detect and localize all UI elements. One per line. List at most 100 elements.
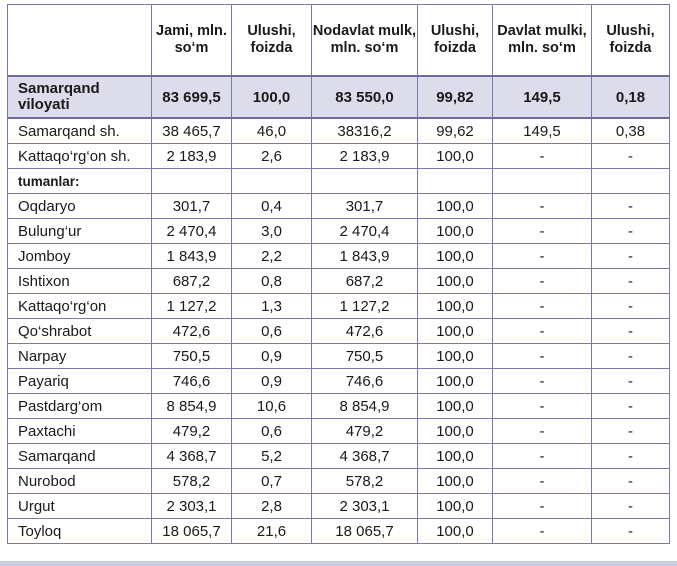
table-row: Toyloq 18 065,7 21,6 18 065,7 100,0- - — [7, 518, 670, 544]
city-name: Samarqand sh. — [7, 117, 152, 144]
cell-private-property: 2 470,4 — [311, 218, 418, 244]
table-row: Kattaqo‘rg‘on 1 127,2 1,3 1 127,2 100,0- - — [7, 293, 670, 319]
cell-state-share: - — [591, 193, 670, 219]
cell-state-property: - — [492, 218, 592, 244]
cell-total-share: 0,9 — [231, 368, 312, 394]
cell-state-property: - — [492, 418, 592, 444]
cell-private-property: 83 550,0 — [311, 75, 418, 119]
cell-total-share: 2,2 — [231, 243, 312, 269]
cell-state-share: - — [591, 293, 670, 319]
district-name: Pastdarg‘om — [7, 393, 152, 419]
table-row: Samarqand 4 368,7 5,2 4 368,7 100,0- - — [7, 443, 670, 469]
district-name: Samarqand — [7, 443, 152, 469]
cell-private-property: 750,5 — [311, 343, 418, 369]
cell-private-share: 100,0 — [417, 243, 493, 269]
cell-total-share: 0,9 — [231, 343, 312, 369]
cell-total-amount: 83 699,5 — [151, 75, 232, 119]
cell-total-amount: 479,2 — [151, 418, 232, 444]
cell-total-amount: 1 843,9 — [151, 243, 232, 269]
cell-private-property: 8 854,9 — [311, 393, 418, 419]
district-name: Nurobod — [7, 468, 152, 494]
cell-private-property: 18 065,7 — [311, 518, 418, 544]
cell-state-share: - — [591, 218, 670, 244]
header-private-property: Nodavlat mulk, mln. so‘m — [311, 4, 418, 77]
table-row: Nurobod 578,2 0,7 578,2 100,0- - — [7, 468, 670, 494]
cell-state-property: - — [492, 493, 592, 519]
total-row: Samarqand viloyati 83 699,5 100,0 83 550… — [7, 75, 670, 119]
cell-total-amount: 4 368,7 — [151, 443, 232, 469]
table-row: Pastdarg‘om 8 854,9 10,6 8 854,9 100,0- - — [7, 393, 670, 419]
district-name: Ishtixon — [7, 268, 152, 294]
cell-state-property: 149,5 — [492, 75, 592, 119]
header-state-property: Davlat mulki, mln. so‘m — [492, 4, 592, 77]
cell-private-share: 100,0 — [417, 143, 493, 169]
cell-private-property: 746,6 — [311, 368, 418, 394]
cell-private-share: 99,82 — [417, 75, 493, 119]
cell-state-share: - — [591, 468, 670, 494]
district-name: Toyloq — [7, 518, 152, 544]
cell-total-amount: 578,2 — [151, 468, 232, 494]
table-row: Samarqand sh. 38 465,7 46,0 38316,2 99,6… — [7, 117, 670, 144]
cell-state-share: - — [591, 443, 670, 469]
cell-private-property: 2 183,9 — [311, 143, 418, 169]
cell-total-amount: 8 854,9 — [151, 393, 232, 419]
cell-state-share: - — [591, 393, 670, 419]
cell-total-share: 46,0 — [231, 117, 312, 144]
cell-state-share: - — [591, 418, 670, 444]
cell-private-share: 100,0 — [417, 268, 493, 294]
cell-private-share: 100,0 — [417, 468, 493, 494]
cell-private-property: 1 843,9 — [311, 243, 418, 269]
cell-private-share: 100,0 — [417, 418, 493, 444]
table-row: Jomboy 1 843,9 2,2 1 843,9 100,0- - — [7, 243, 670, 269]
cell-total-share: 0,6 — [231, 418, 312, 444]
cell-state-property: 149,5 — [492, 117, 592, 144]
cell-state-share: 0,18 — [591, 75, 670, 119]
cell-state-property: - — [492, 318, 592, 344]
cell-private-property: 479,2 — [311, 418, 418, 444]
cell-private-property: 687,2 — [311, 268, 418, 294]
district-name: Oqdaryo — [7, 193, 152, 219]
cell-total-amount: 38 465,7 — [151, 117, 232, 144]
header-region — [7, 4, 152, 77]
cell-total-share: 0,7 — [231, 468, 312, 494]
cell-state-property: - — [492, 293, 592, 319]
cell-state-property: - — [492, 143, 592, 169]
cell-total-share: 5,2 — [231, 443, 312, 469]
region-name: Samarqand viloyati — [7, 75, 152, 119]
cell-total-amount: 472,6 — [151, 318, 232, 344]
cell-total-amount: 687,2 — [151, 268, 232, 294]
cell-private-property: 472,6 — [311, 318, 418, 344]
cell-state-property: - — [492, 518, 592, 544]
table-row: Paxtachi 479,2 0,6 479,2 100,0- - — [7, 418, 670, 444]
cell-private-share: 100,0 — [417, 443, 493, 469]
empty-cell — [591, 168, 670, 194]
district-name: Jomboy — [7, 243, 152, 269]
table-row: Ishtixon 687,2 0,8 687,2 100,0- - — [7, 268, 670, 294]
cell-private-share: 100,0 — [417, 218, 493, 244]
cell-total-amount: 750,5 — [151, 343, 232, 369]
empty-cell — [151, 168, 232, 194]
table-header-row: Jami, mln. so‘m Ulushi, foizda Nodavlat … — [7, 4, 670, 77]
table-row: Narpay 750,5 0,9 750,5 100,0- - — [7, 343, 670, 369]
cell-total-amount: 2 470,4 — [151, 218, 232, 244]
cell-state-share: - — [591, 268, 670, 294]
cell-private-property: 578,2 — [311, 468, 418, 494]
cell-private-share: 99,62 — [417, 117, 493, 144]
cell-private-share: 100,0 — [417, 343, 493, 369]
table-row: Payariq 746,6 0,9 746,6 100,0- - — [7, 368, 670, 394]
cell-state-property: - — [492, 268, 592, 294]
cell-total-amount: 2 183,9 — [151, 143, 232, 169]
cell-state-property: - — [492, 468, 592, 494]
empty-cell — [417, 168, 493, 194]
cell-state-share: - — [591, 518, 670, 544]
district-name: Kattaqo‘rg‘on — [7, 293, 152, 319]
header-total-share: Ulushi, foizda — [231, 4, 312, 77]
cell-private-property: 38316,2 — [311, 117, 418, 144]
cell-total-share: 2,8 — [231, 493, 312, 519]
district-name: Narpay — [7, 343, 152, 369]
cell-state-property: - — [492, 243, 592, 269]
cell-private-share: 100,0 — [417, 368, 493, 394]
table-row: Qo‘shrabot 472,6 0,6 472,6 100,0- - — [7, 318, 670, 344]
cell-state-property: - — [492, 393, 592, 419]
cell-state-property: - — [492, 368, 592, 394]
